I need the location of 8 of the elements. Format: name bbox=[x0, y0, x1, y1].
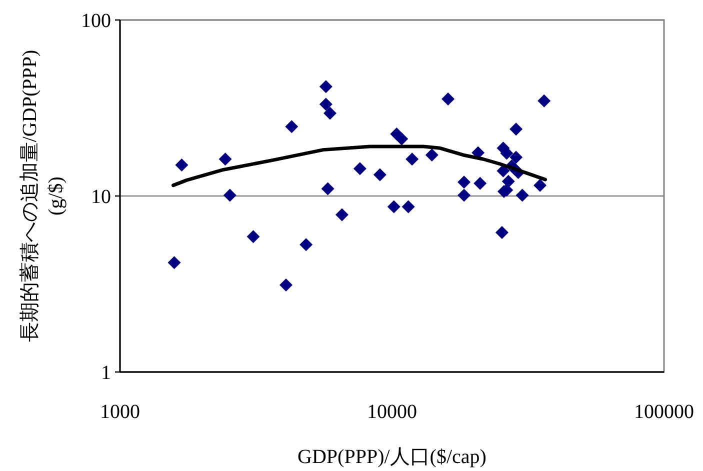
x-tick-label: 1000 bbox=[100, 401, 140, 423]
y-tick-label: 1 bbox=[101, 362, 111, 384]
y-tick-label: 100 bbox=[81, 10, 111, 32]
y-axis-title: 長期的蓄積への追加量/GDP(PPP) (g/$) bbox=[19, 50, 67, 342]
x-axis-title: GDP(PPP)/人口($/cap) bbox=[298, 446, 486, 468]
y-tick-label: 10 bbox=[91, 186, 111, 208]
x-tick-label: 10000 bbox=[367, 401, 417, 423]
x-tick-label: 100000 bbox=[634, 401, 694, 423]
